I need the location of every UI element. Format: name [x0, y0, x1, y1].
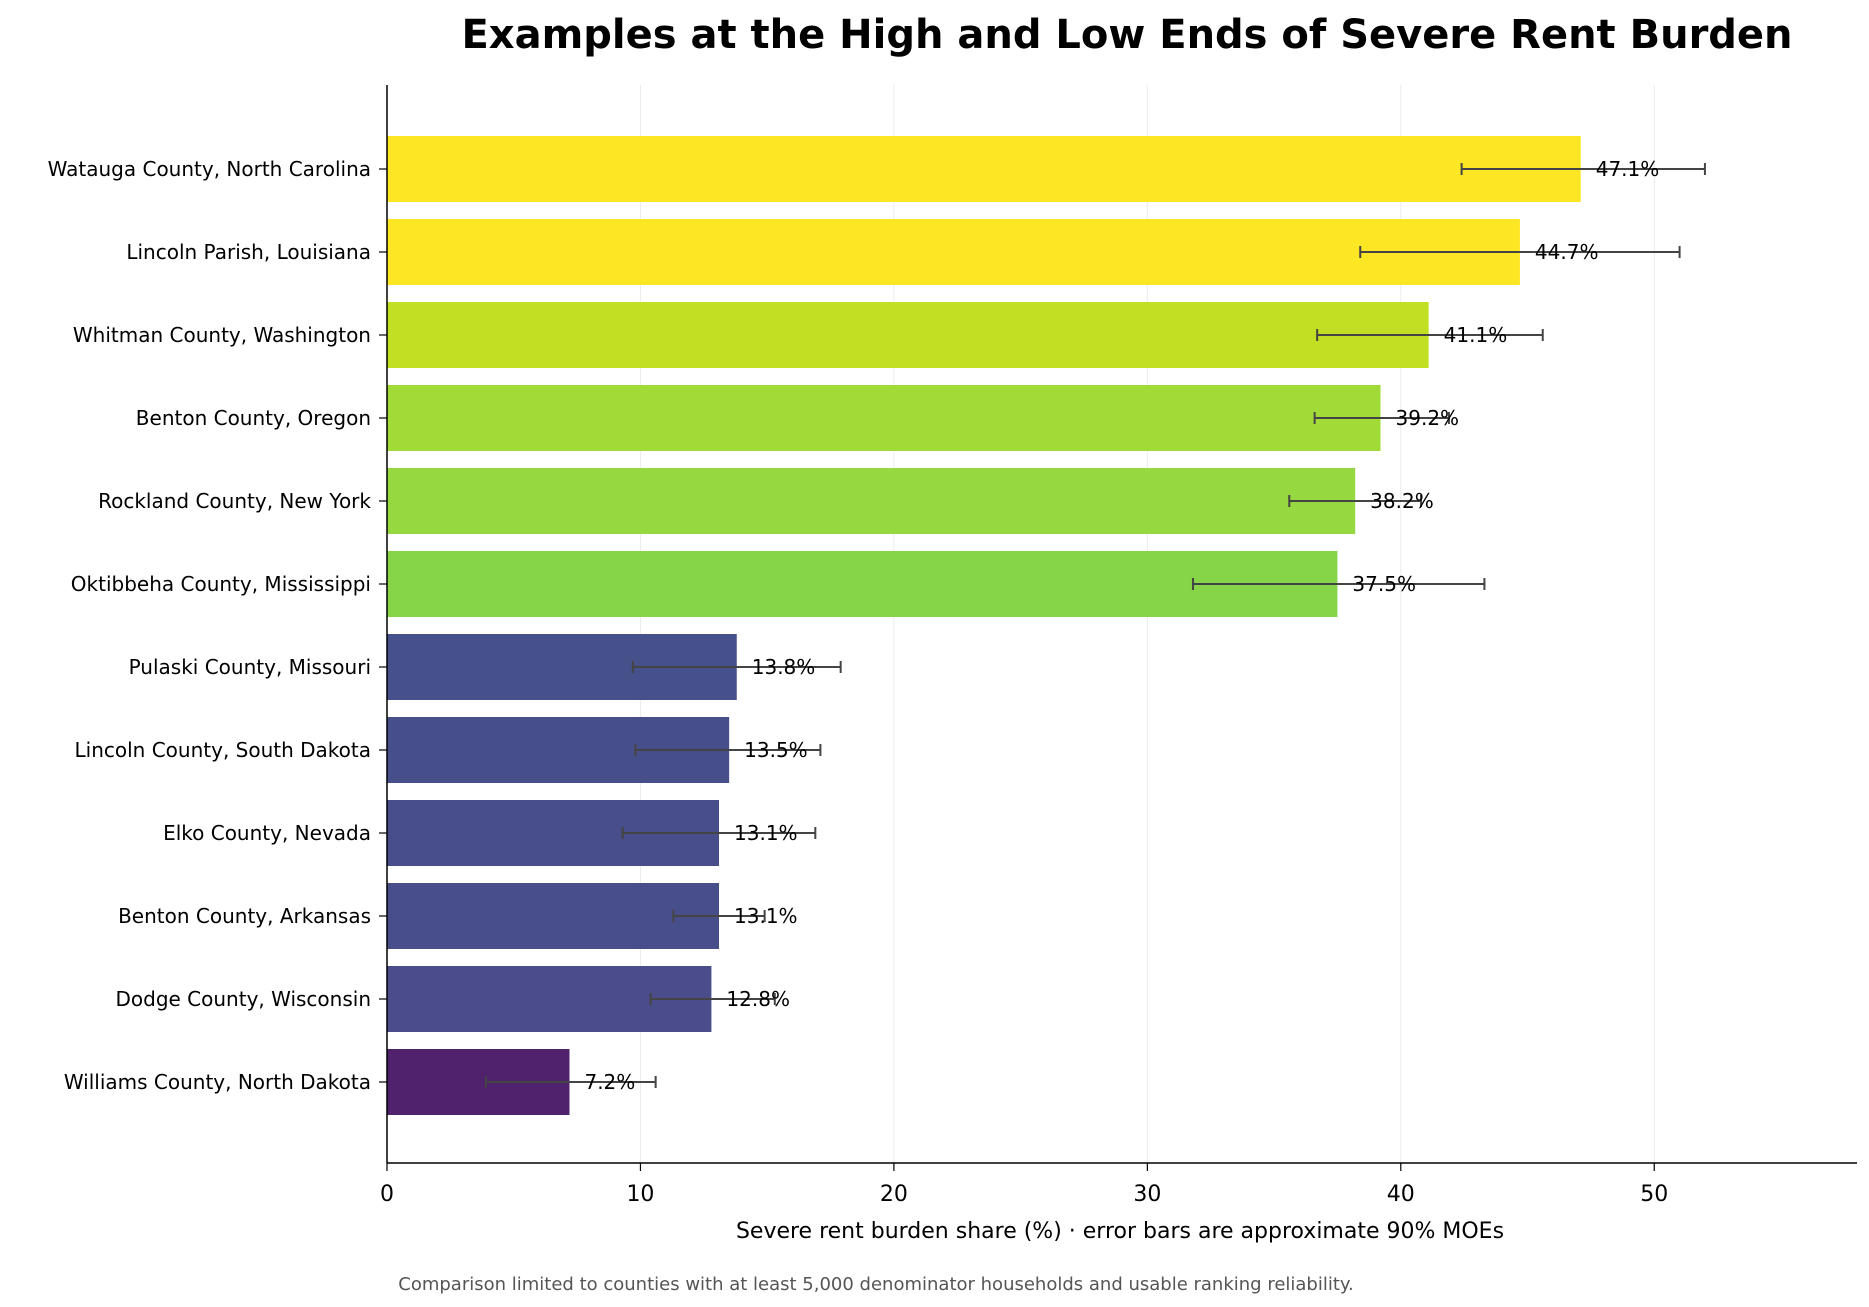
- category-label: Whitman County, Washington: [73, 323, 371, 347]
- value-label: 13.5%: [744, 738, 808, 762]
- value-label: 44.7%: [1535, 240, 1599, 264]
- value-label: 13.1%: [734, 904, 798, 928]
- x-axis: 0 10 20 30 40 50: [380, 85, 1857, 1207]
- value-label: 7.2%: [584, 1070, 635, 1094]
- value-label: 39.2%: [1396, 406, 1460, 430]
- value-label: 38.2%: [1370, 489, 1434, 513]
- category-label: Pulaski County, Missouri: [129, 655, 371, 679]
- category-label: Watauga County, North Carolina: [48, 157, 371, 181]
- bar: [387, 551, 1338, 617]
- bar: [387, 302, 1429, 368]
- bar: [387, 468, 1356, 534]
- category-label: Williams County, North Dakota: [64, 1070, 371, 1094]
- value-label: 37.5%: [1352, 572, 1416, 596]
- value-label: 12.8%: [726, 987, 790, 1011]
- value-label: 13.1%: [734, 821, 798, 845]
- x-axis-label: Severe rent burden share (%) · error bar…: [736, 1219, 1504, 1244]
- x-tick-label: 30: [1133, 1182, 1161, 1207]
- category-label: Lincoln Parish, Louisiana: [126, 240, 371, 264]
- x-tick-label: 50: [1640, 1182, 1668, 1207]
- bar: [387, 385, 1381, 451]
- x-tick-label: 20: [880, 1182, 908, 1207]
- category-labels: Watauga County, North Carolina Lincoln Pa…: [48, 157, 387, 1094]
- value-label: 41.1%: [1444, 323, 1508, 347]
- chart-title: Examples at the High and Low Ends of Sev…: [461, 12, 1792, 58]
- bar: [387, 136, 1581, 202]
- category-label: Benton County, Arkansas: [118, 904, 371, 928]
- footnote: Comparison limited to counties with at l…: [398, 1274, 1353, 1295]
- value-label: 13.8%: [752, 655, 816, 679]
- value-label: 47.1%: [1596, 157, 1660, 181]
- value-labels: 47.1% 44.7% 41.1% 39.2% 38.2% 37.5% 13.8% 13.5%…: [584, 157, 1659, 1094]
- category-label: Oktibbeha County, Mississippi: [71, 572, 371, 596]
- category-label: Elko County, Nevada: [163, 821, 371, 845]
- category-label: Dodge County, Wisconsin: [115, 987, 371, 1011]
- bar: [387, 219, 1520, 285]
- category-label: Benton County, Oregon: [136, 406, 371, 430]
- x-tick-label: 40: [1387, 1182, 1415, 1207]
- x-tick-label: 0: [380, 1182, 394, 1207]
- bar: [387, 883, 720, 949]
- category-label: Rockland County, New York: [98, 489, 371, 513]
- bars: [387, 136, 1581, 1115]
- x-tick-label: 10: [626, 1182, 654, 1207]
- error-bars: [484, 163, 1706, 1088]
- category-label: Lincoln County, South Dakota: [75, 738, 371, 762]
